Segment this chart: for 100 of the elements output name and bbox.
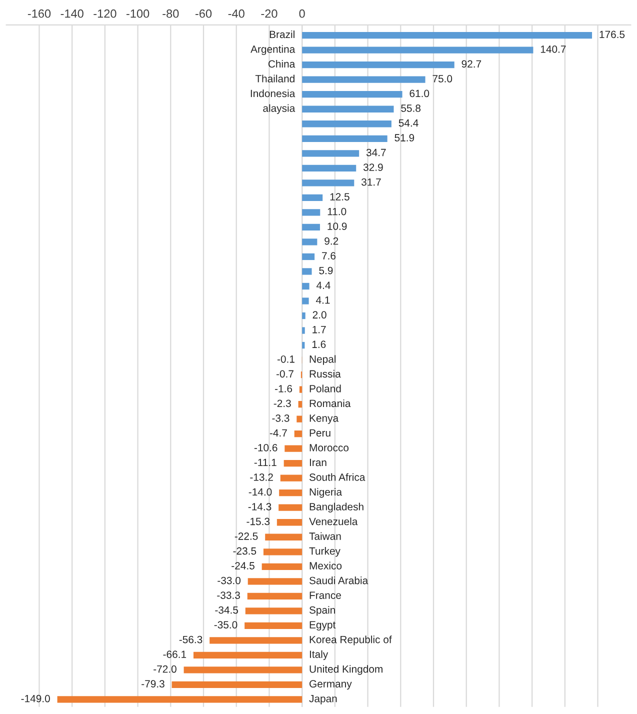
bar: [302, 106, 394, 112]
data-label: 34.7: [366, 148, 386, 156]
data-label: 5.9: [319, 266, 333, 274]
data-label: -14.0: [248, 488, 272, 496]
y-tick-label: South Africa: [309, 473, 366, 481]
x-tick-label: -140: [60, 9, 84, 18]
bar: [263, 548, 302, 556]
bar: [278, 504, 302, 511]
bar: [302, 46, 534, 54]
bar: [262, 563, 302, 570]
data-label: 31.7: [361, 178, 381, 186]
data-label: 10.9: [328, 222, 347, 230]
bar: [302, 194, 323, 201]
y-tick-label: Italy: [310, 650, 328, 660]
data-label: 75.0: [432, 75, 452, 82]
y-tick-label: Thailand: [255, 74, 294, 82]
y-tick-label: Nepal: [310, 355, 336, 365]
y-tick-label: Indonesia: [250, 90, 296, 98]
bar: [302, 135, 388, 142]
data-label: 12.5: [330, 193, 350, 200]
data-label: 1.6: [312, 340, 326, 348]
bar: [302, 164, 356, 172]
bar: [284, 460, 302, 467]
y-tick-label: Brazil: [270, 30, 294, 38]
data-label: 176.5: [600, 30, 625, 38]
bar: [302, 76, 426, 83]
bar: [302, 342, 305, 349]
y-tick-label: Poland: [310, 384, 341, 392]
y-tick-label: Kenya: [310, 414, 339, 424]
bar: [284, 445, 302, 452]
y-tick-label: Saudi Arabia: [309, 576, 368, 584]
y-tick-label: Venezuela: [309, 518, 358, 526]
data-label: 11.0: [328, 208, 346, 216]
x-tick-label: -120: [94, 9, 116, 18]
bar: [299, 386, 302, 393]
bar: [302, 62, 454, 68]
data-label: -35.0: [214, 621, 238, 628]
bar: [302, 327, 305, 334]
data-label: -2.3: [274, 400, 291, 408]
y-tick-label: Japan: [309, 695, 337, 704]
bar: [172, 681, 302, 688]
y-tick-label: Taiwan: [309, 532, 341, 540]
data-label: -0.7: [276, 370, 294, 378]
data-label: -34.5: [215, 606, 238, 614]
y-tick-label: Russia: [310, 370, 341, 378]
bar: [302, 32, 592, 39]
y-tick-label: Nigeria: [310, 488, 342, 498]
x-tick-label: -40: [228, 9, 244, 18]
bar: [193, 652, 302, 659]
y-tick-label: Germany: [310, 680, 352, 690]
data-label: -33.0: [218, 576, 241, 584]
data-label: -14.3: [248, 503, 272, 510]
data-label: -15.3: [246, 518, 270, 526]
y-tick-label: Bangladesh: [310, 502, 364, 512]
bar: [296, 416, 302, 422]
y-tick-label: Peru: [310, 429, 330, 437]
data-label: 7.6: [322, 252, 336, 260]
bar: [302, 268, 312, 275]
x-tick-label: -20: [261, 9, 278, 18]
bar: [210, 637, 302, 644]
data-label: -33.3: [217, 592, 240, 599]
x-tick-label: -160: [28, 9, 51, 18]
bar: [302, 120, 392, 128]
data-label: 54.4: [398, 119, 418, 127]
bar: [302, 298, 309, 304]
bar: [302, 150, 360, 157]
bar: [248, 578, 302, 585]
x-tick-label: -80: [162, 9, 179, 18]
data-label: -22.5: [234, 532, 258, 540]
data-label: 32.9: [363, 164, 383, 171]
data-label: 61.0: [410, 90, 430, 98]
bar: [302, 253, 315, 260]
y-tick-label: Turkey: [309, 547, 340, 557]
data-label: -0.1: [277, 355, 294, 363]
bar: [265, 534, 302, 540]
bar: [302, 282, 310, 290]
data-label: -11.1: [254, 458, 276, 466]
data-label: -79.3: [142, 680, 164, 688]
y-tick-label: United Kingdom: [310, 665, 382, 675]
data-label: -56.3: [179, 636, 202, 644]
data-label: 2.0: [312, 311, 326, 319]
bar: [245, 608, 302, 614]
bar: [302, 224, 320, 231]
data-label: 140.7: [540, 46, 566, 53]
bar: [57, 696, 302, 703]
y-tick-label: Argentina: [250, 45, 296, 55]
data-label: 92.7: [462, 60, 482, 68]
data-label: 4.4: [316, 282, 330, 289]
y-tick-label: Korea Republic of: [310, 636, 392, 646]
data-label: -1.6: [275, 384, 292, 392]
data-label: -4.7: [270, 429, 287, 437]
bar: [247, 592, 302, 600]
x-tick-label: 0: [299, 9, 305, 18]
y-tick-label: Mexico: [310, 562, 342, 570]
y-tick-label: France: [310, 592, 341, 599]
data-label: -13.2: [250, 474, 273, 481]
data-label: -3.3: [272, 414, 290, 422]
data-label: 4.1: [316, 296, 330, 304]
bar: [302, 238, 318, 246]
x-tick-label: -100: [126, 9, 150, 18]
